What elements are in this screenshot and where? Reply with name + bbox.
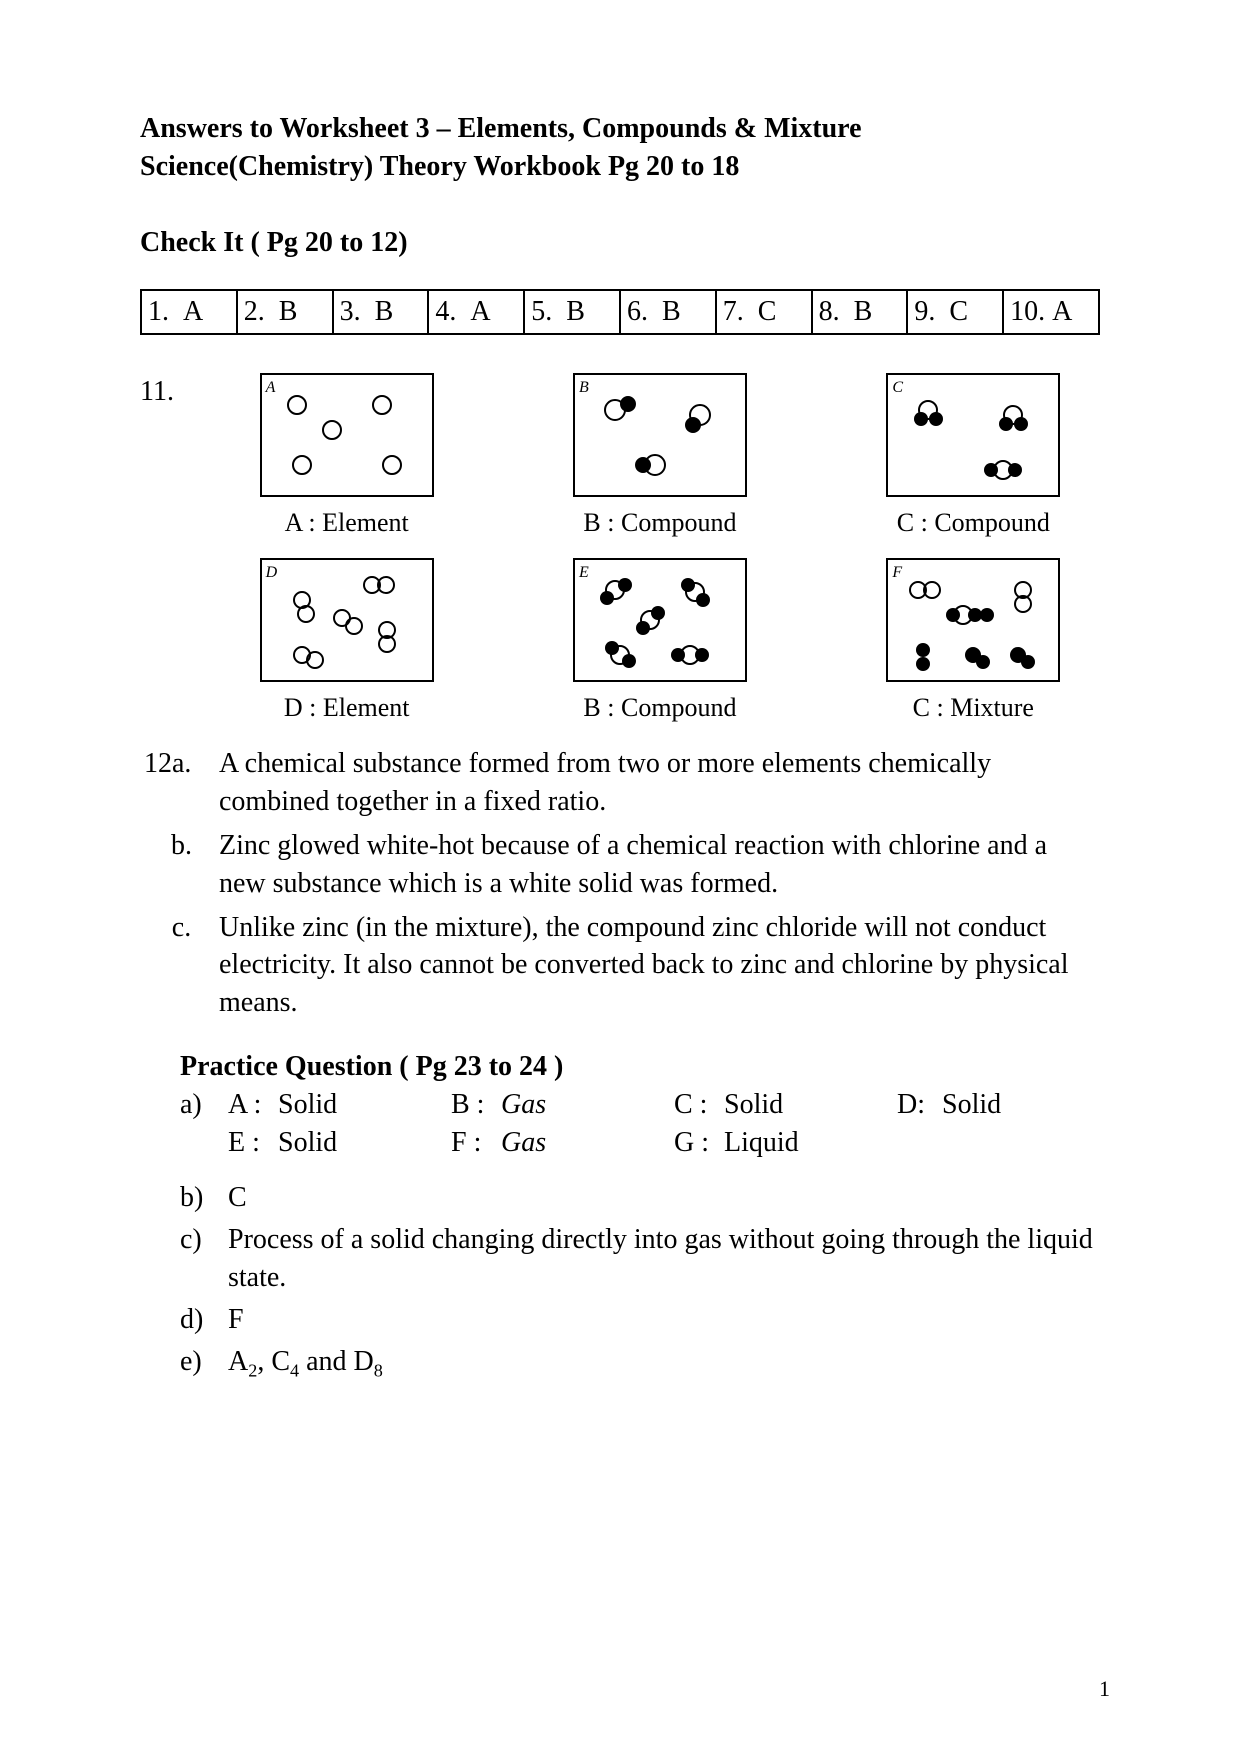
practice-letter: b) <box>180 1179 228 1217</box>
diagram-box-b: B <box>573 373 747 497</box>
practice-formula: A2, C4 and D8 <box>228 1343 1100 1383</box>
practice-block: a) A : Solid B : Gas C : Solid D: Solid … <box>140 1086 1100 1383</box>
q12-item: b. Zinc glowed white-hot because of a ch… <box>144 827 1100 903</box>
practice-letter: a) <box>180 1086 228 1162</box>
answer-cell: 8. B <box>812 290 908 334</box>
box-letter: E <box>579 562 589 584</box>
box-letter: C <box>892 377 903 399</box>
practice-c: c) Process of a solid changing directly … <box>180 1221 1100 1297</box>
practice-answer: C <box>228 1179 1100 1217</box>
box-letter: D <box>266 562 278 584</box>
q12-item: c. Unlike zinc (in the mixture), the com… <box>144 909 1100 1022</box>
particle-diagram-icon <box>262 375 432 495</box>
title-line-1: Answers to Worksheet 3 – Elements, Compo… <box>140 110 1100 148</box>
title-block: Answers to Worksheet 3 – Elements, Compo… <box>140 110 1100 186</box>
answer-cell: 9. C <box>907 290 1003 334</box>
practice-letter: c) <box>180 1221 228 1297</box>
particle-diagram-icon <box>575 560 745 680</box>
practice-heading: Practice Question ( Pg 23 to 24 ) <box>140 1048 1100 1086</box>
answer-cell: 5. B <box>524 290 620 334</box>
diagram-caption: B : Compound <box>533 505 786 540</box>
diagram-cell: C C : Compound <box>847 373 1100 540</box>
checkit-heading: Check It ( Pg 20 to 12) <box>140 224 1100 262</box>
q12-text: A chemical substance formed from two or … <box>219 745 1100 821</box>
diagram-caption: D : Element <box>220 690 473 725</box>
states-row-1: A : Solid B : Gas C : Solid D: Solid <box>228 1086 1100 1124</box>
q11: 11. A A : Element B <box>140 373 1100 725</box>
diagram-cell: D D : Element <box>220 558 473 725</box>
q12-number: b. <box>144 827 219 903</box>
diagram-box-c: C <box>886 373 1060 497</box>
answer-cell: 6. B <box>620 290 716 334</box>
q12-number: c. <box>144 909 219 1022</box>
answer-cell: 7. C <box>716 290 812 334</box>
practice-letter: d) <box>180 1301 228 1339</box>
particle-diagram-icon <box>575 375 745 495</box>
states-row-2: E : Solid F : Gas G : Liquid <box>228 1124 1100 1162</box>
practice-letter: e) <box>180 1343 228 1383</box>
diagram-caption: B : Compound <box>533 690 786 725</box>
page-number: 1 <box>1099 1674 1110 1704</box>
answer-cell: 2. B <box>237 290 333 334</box>
answer-cell: 3. B <box>333 290 429 334</box>
q12: 12a. A chemical substance formed from tw… <box>140 745 1100 1022</box>
diagram-caption: C : Mixture <box>847 690 1100 725</box>
answer-key-table: 1. A 2. B 3. B 4. A 5. B 6. B 7. C 8. B … <box>140 289 1100 335</box>
practice-a: a) A : Solid B : Gas C : Solid D: Solid … <box>180 1086 1100 1162</box>
q11-label: 11. <box>140 373 220 411</box>
diagram-grid: A A : Element B B : <box>220 373 1100 725</box>
diagram-cell: B B : Compound <box>533 373 786 540</box>
table-row: 1. A 2. B 3. B 4. A 5. B 6. B 7. C 8. B … <box>141 290 1099 334</box>
particle-diagram-icon <box>262 560 432 680</box>
diagram-box-d: D <box>260 558 434 682</box>
practice-answer: F <box>228 1301 1100 1339</box>
q12-text: Zinc glowed white-hot because of a chemi… <box>219 827 1100 903</box>
q12-item: 12a. A chemical substance formed from tw… <box>144 745 1100 821</box>
practice-e: e) A2, C4 and D8 <box>180 1343 1100 1383</box>
diagram-cell: A A : Element <box>220 373 473 540</box>
answer-cell: 10. A <box>1003 290 1099 334</box>
answer-cell: 4. A <box>428 290 524 334</box>
diagram-box-e: E <box>573 558 747 682</box>
practice-text: Process of a solid changing directly int… <box>228 1221 1100 1297</box>
q12-text: Unlike zinc (in the mixture), the compou… <box>219 909 1100 1022</box>
answer-cell: 1. A <box>141 290 237 334</box>
box-letter: F <box>892 562 902 584</box>
diagram-box-a: A <box>260 373 434 497</box>
diagram-caption: A : Element <box>220 505 473 540</box>
title-line-2: Science(Chemistry) Theory Workbook Pg 20… <box>140 148 1100 186</box>
q12-number: 12a. <box>144 745 219 821</box>
diagram-box-f: F <box>886 558 1060 682</box>
practice-b: b) C <box>180 1179 1100 1217</box>
diagram-cell: E B : Compound <box>533 558 786 725</box>
particle-diagram-icon <box>888 560 1058 680</box>
diagram-cell: F C : Mixture <box>847 558 1100 725</box>
box-letter: A <box>266 377 276 399</box>
practice-d: d) F <box>180 1301 1100 1339</box>
diagram-caption: C : Compound <box>847 505 1100 540</box>
particle-diagram-icon <box>888 375 1058 495</box>
box-letter: B <box>579 377 589 399</box>
